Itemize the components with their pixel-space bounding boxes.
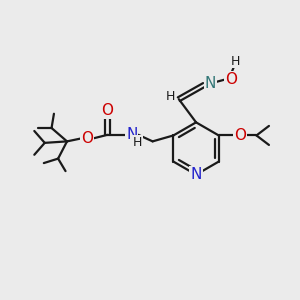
Text: H: H xyxy=(166,90,175,103)
Text: O: O xyxy=(225,72,237,87)
Text: O: O xyxy=(81,131,93,146)
Text: H: H xyxy=(231,55,240,68)
Text: N: N xyxy=(126,127,137,142)
Text: H: H xyxy=(133,136,142,149)
Text: O: O xyxy=(234,128,246,143)
Text: N: N xyxy=(190,167,202,182)
Text: O: O xyxy=(101,103,113,118)
Text: N: N xyxy=(205,76,216,91)
